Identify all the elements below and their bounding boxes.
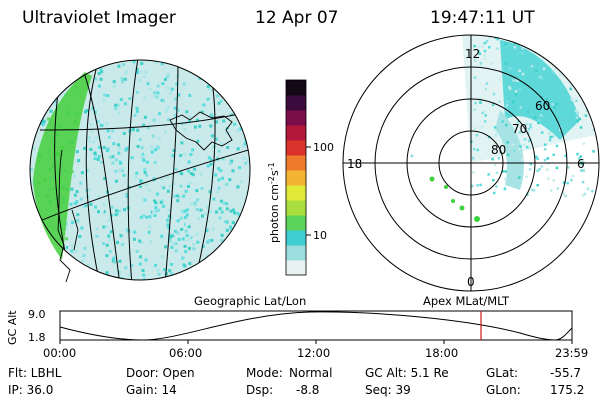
glon-label: GLon: [486,383,521,397]
mode-value: Normal [289,366,332,380]
timeline-x-tick-0600: 06:00 [169,346,202,360]
colorbar: 100 10 photon cm-2s-1 [267,79,334,276]
polar-green-points [410,154,480,222]
gc-alt-label: GC Alt: 5.1 Re [365,366,449,380]
colorbar-cells [286,80,306,276]
gain-label: Gain: 14 [126,383,177,397]
polar-caption: Apex MLat/MLT [423,294,510,308]
time-label: 19:47:11 UT [430,8,535,28]
timeline-y-tick-max: 9.0 [28,308,46,321]
door-label: Door: Open [126,366,195,380]
colorbar-cell [286,95,306,111]
polar-emission [462,35,598,198]
dsp-label: Dsp: [246,383,273,397]
colorbar-cell [286,110,306,126]
timeline-x-tick-0000: 00:00 [43,346,76,360]
globe-grid [30,60,250,280]
colorbar-cell [286,230,306,246]
mlt-label-12: 12 [465,47,480,61]
polar-rings [342,34,600,292]
colorbar-cell [286,125,306,141]
mlat-label-80: 80 [491,143,506,157]
timeline-y-tick-min: 1.8 [28,331,46,344]
altitude-timeline [59,310,573,344]
altitude-curve [59,311,573,341]
colorbar-cell [286,215,306,231]
limb-emission-region [33,72,92,260]
globe-caption: Geographic Lat/Lon [194,294,306,308]
colorbar-cell [286,140,306,156]
timeline-x-tick-1200: 12:00 [297,346,330,360]
glat-value: -55.7 [550,366,581,380]
colorbar-tick-label-100: 100 [313,141,334,154]
mode-label: Mode: [246,366,283,380]
date-label: 12 Apr 07 [255,8,339,28]
colorbar-cell [286,170,306,186]
colorbar-cell [286,260,306,276]
colorbar-tick-label-10: 10 [313,229,327,242]
polar-plot: 12 0 18 6 60 70 80 [342,34,600,292]
mlt-label-0: 0 [467,275,475,289]
coastline [57,111,233,283]
mlt-label-18: 18 [347,157,362,171]
instrument-title: Ultraviolet Imager [22,8,176,28]
seq-label: Seq: 39 [365,383,411,397]
colorbar-cell [286,245,306,261]
timeline-axis-label: GC Alt [6,310,19,345]
status-panel: Flt: LBHL IP: 36.0 Door: Open Gain: 14 M… [8,366,584,397]
colorbar-cell [286,185,306,201]
glat-label: GLat: [486,366,518,380]
colorbar-cell [286,155,306,171]
ip-label: IP: 36.0 [8,383,53,397]
glon-value: 175.2 [550,383,584,397]
globe-image [29,59,251,283]
colorbar-cell [286,200,306,216]
mlt-label-6: 6 [577,157,585,171]
timeline-x-tick-2359: 23:59 [555,346,588,360]
timeline-x-tick-1800: 18:00 [425,346,458,360]
colorbar-unit-label: photon cm-2s-1 [267,162,281,243]
dsp-value: -8.8 [296,383,319,397]
mlat-label-70: 70 [512,122,527,136]
colorbar-cell [286,80,306,96]
filter-label: Flt: LBHL [8,366,62,380]
mlat-label-60: 60 [535,99,550,113]
timeline-frame [59,310,573,341]
colorbar-frame [285,79,307,276]
